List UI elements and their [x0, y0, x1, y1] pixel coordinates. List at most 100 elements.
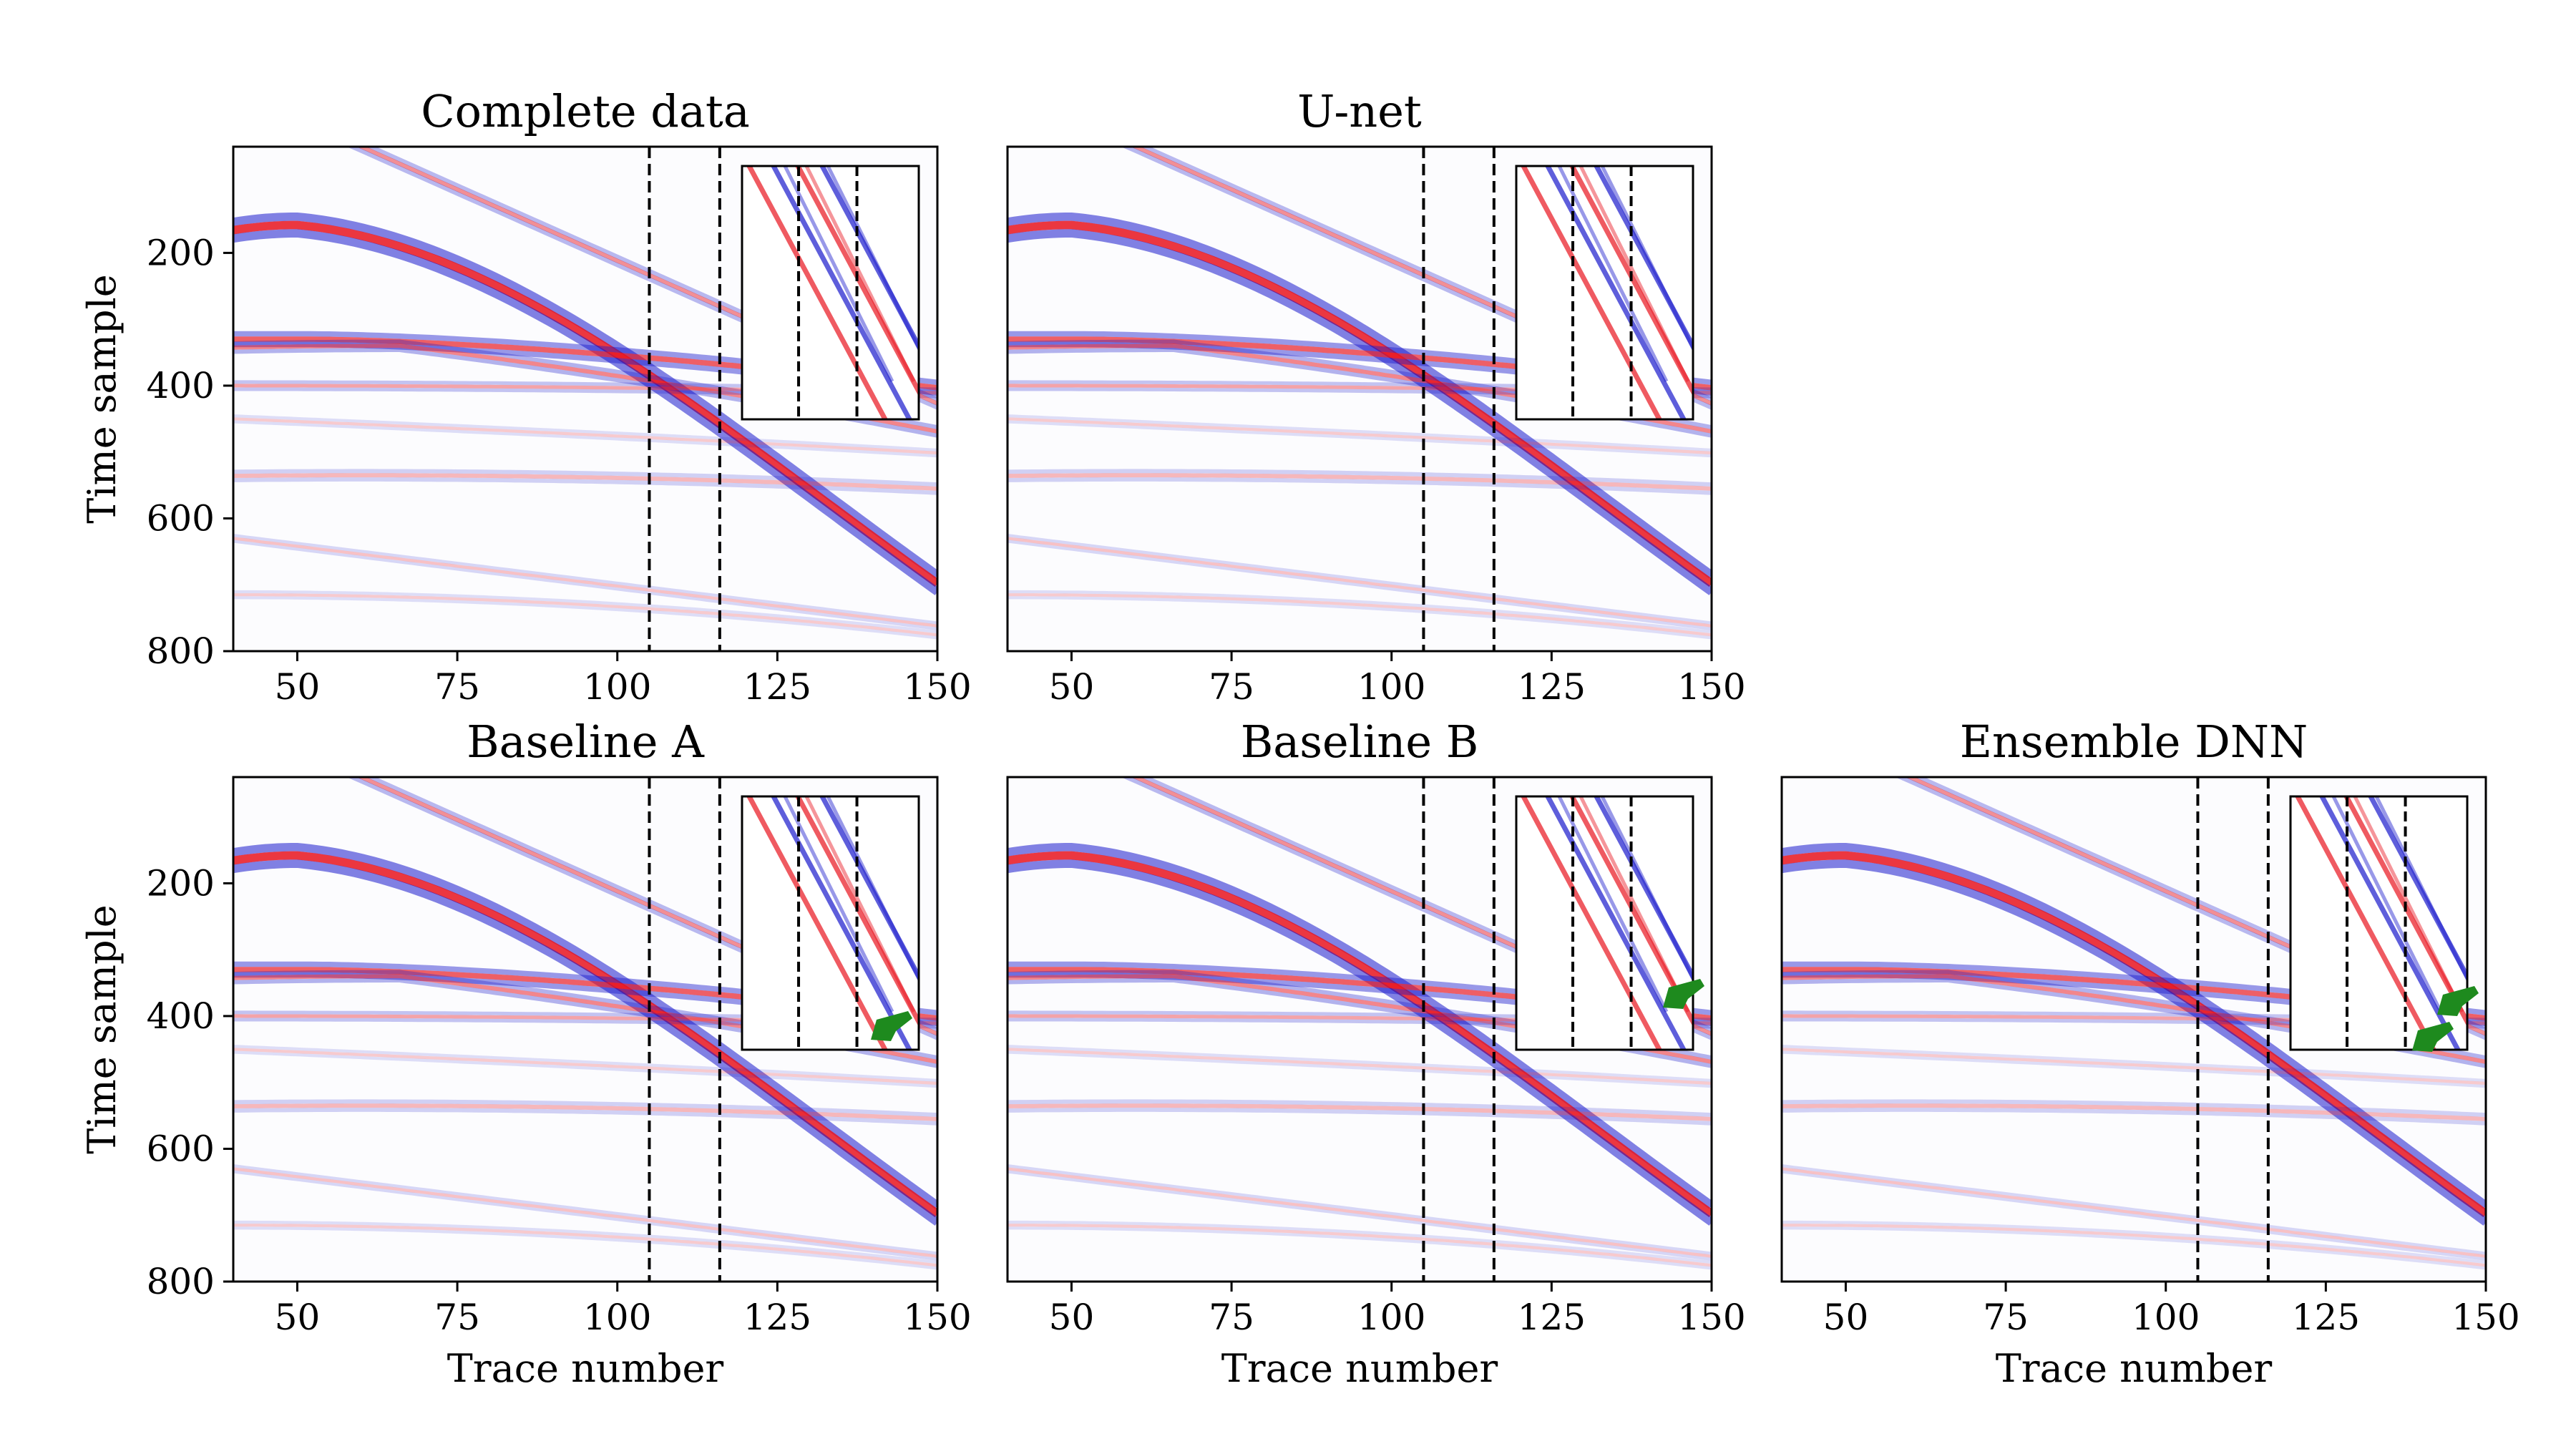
- y-axis-label: Time sample: [79, 904, 125, 1154]
- seismic-event-8-lobe-2: [233, 1050, 937, 1088]
- x-tick-label: 50: [1823, 1297, 1869, 1338]
- seismic-event-7-lobe-2: [1008, 596, 1712, 640]
- inset-image: [746, 796, 919, 1050]
- seismic-event-7-lobe-0: [233, 590, 937, 634]
- axes-frame: [232, 776, 939, 1283]
- inset-event-0: [1521, 796, 1662, 1050]
- inset-event-0: [2295, 796, 2436, 1050]
- inset-weak-event-2: [1600, 166, 1693, 353]
- panel-0: Complete data 50 75 100 125 150 200 400 600 800 Ti…: [79, 85, 972, 708]
- inset-weak-event-0: [783, 166, 894, 383]
- seismic-event-7-lobe-1: [1008, 593, 1712, 637]
- x-tick-label: 125: [1518, 1297, 1586, 1338]
- seismic-event-7-lobe-2: [233, 1226, 937, 1270]
- seismic-event-0-lobe-1: [1008, 220, 1712, 587]
- panel-title: U-net: [1297, 85, 1422, 137]
- seismic-event-0-lobe-2: [233, 229, 937, 595]
- inset-event-2: [795, 796, 919, 1028]
- seismic-event-6-lobe-2: [233, 1170, 937, 1261]
- inset-frame: [2289, 795, 2469, 1051]
- inset-event-1: [771, 796, 912, 1050]
- y-tick-label: 600: [147, 497, 215, 539]
- seismic-event-4-lobe-0: [233, 1099, 937, 1118]
- inset-event-3: [819, 166, 919, 351]
- seismic-event-4-lobe-2: [233, 477, 937, 495]
- x-tick-label: 75: [434, 1297, 480, 1338]
- seismic-event-4-lobe-0: [233, 469, 937, 487]
- seismic-event-6-lobe-2: [1782, 1170, 2486, 1261]
- highlight-arrow-icon: [2437, 986, 2479, 1016]
- x-axis-label: Trace number: [1221, 1346, 1498, 1391]
- x-tick-label: 50: [275, 666, 321, 708]
- seismic-event-8-lobe-0: [1008, 414, 1712, 452]
- inset-event-0: [746, 166, 888, 419]
- panel-3: Baseline B 50 75 100 125 150 Trace number: [1006, 716, 1746, 1391]
- x-tick-label: 150: [903, 1297, 971, 1338]
- axes-frame: [232, 145, 939, 653]
- seismic-event-6-lobe-1: [233, 1167, 937, 1258]
- inset: [1515, 795, 1704, 1051]
- seismic-event-8-lobe-0: [233, 414, 937, 452]
- inset-event-1: [771, 166, 912, 419]
- seismic-event-0-lobe-0: [233, 212, 937, 579]
- y-tick-label: 400: [147, 995, 215, 1037]
- inset-weak-event-0: [783, 796, 894, 1013]
- x-tick-label: 75: [1983, 1297, 2029, 1338]
- x-tick-label: 150: [1677, 1297, 1745, 1338]
- seismic-event-4-lobe-0: [1782, 1099, 2486, 1118]
- seismic-event-4-lobe-1: [233, 1103, 937, 1121]
- inset-weak-event-1: [2353, 796, 2464, 1013]
- seismic-event-7-lobe-0: [1008, 590, 1712, 634]
- seismic-event-0-lobe-2: [1782, 859, 2486, 1226]
- seismic-event-7-lobe-1: [233, 593, 937, 637]
- seismic-event-6-lobe-1: [1008, 537, 1712, 628]
- seismic-event-7-lobe-2: [233, 596, 937, 640]
- x-tick-label: 100: [1357, 1297, 1425, 1338]
- inset: [2289, 795, 2479, 1052]
- seismic-event-4-lobe-1: [1782, 1103, 2486, 1121]
- panel-2: Baseline A 50 75 100 125 150 200 400 600 800 Trace…: [79, 716, 972, 1391]
- inset-event-2: [795, 166, 919, 397]
- seismic-event-8-lobe-2: [1782, 1050, 2486, 1088]
- x-tick-label: 125: [743, 1297, 811, 1338]
- x-tick-label: 50: [1049, 1297, 1095, 1338]
- inset-frame: [1515, 795, 1694, 1051]
- y-tick-label: 200: [147, 862, 215, 904]
- inset-weak-event-1: [804, 166, 916, 383]
- x-tick-label: 75: [1209, 1297, 1254, 1338]
- seismic-event-8-lobe-1: [233, 417, 937, 455]
- inset-weak-event-1: [1579, 796, 1690, 1013]
- inset-event-2: [1569, 166, 1693, 397]
- seismic-event-0-lobe-2: [1008, 859, 1712, 1226]
- x-axis-label: Trace number: [447, 1346, 724, 1391]
- inset: [1515, 165, 1694, 421]
- x-tick-label: 150: [903, 666, 971, 708]
- seismic-event-6-lobe-0: [233, 1164, 937, 1255]
- highlight-arrow-icon: [871, 1011, 912, 1041]
- inset-image: [1521, 796, 1693, 1050]
- seismic-event-6-lobe-2: [233, 540, 937, 630]
- seismic-event-7-lobe-1: [1782, 1224, 2486, 1267]
- seismic-event-7-lobe-1: [1008, 1224, 1712, 1267]
- seismic-event-6-lobe-0: [1782, 1164, 2486, 1255]
- seismic-event-0-lobe-2: [1008, 229, 1712, 595]
- panel-title: Baseline A: [467, 716, 705, 768]
- seismic-event-6-lobe-2: [1008, 1170, 1712, 1261]
- inset-image: [1521, 166, 1693, 419]
- y-axis-label: Time sample: [79, 274, 125, 524]
- axes-frame: [1006, 145, 1713, 653]
- x-tick-label: 100: [1357, 666, 1425, 708]
- inset-frame: [741, 165, 920, 421]
- seismic-event-6-lobe-0: [1008, 1164, 1712, 1255]
- seismic-event-8-lobe-0: [1008, 1045, 1712, 1082]
- y-tick-label: 200: [147, 232, 215, 273]
- seismic-event-0-lobe-1: [233, 220, 937, 587]
- inset-weak-event-1: [804, 796, 916, 1013]
- seismic-event-0-lobe-1: [1008, 851, 1712, 1218]
- seismic-event-6-lobe-2: [1008, 540, 1712, 630]
- panel-title: Complete data: [421, 85, 750, 137]
- highlight-arrow-icon: [1663, 979, 1704, 1009]
- seismic-event-4-lobe-1: [1008, 1103, 1712, 1121]
- inset-weak-event-1: [1579, 166, 1690, 383]
- inset-weak-event-2: [826, 796, 919, 983]
